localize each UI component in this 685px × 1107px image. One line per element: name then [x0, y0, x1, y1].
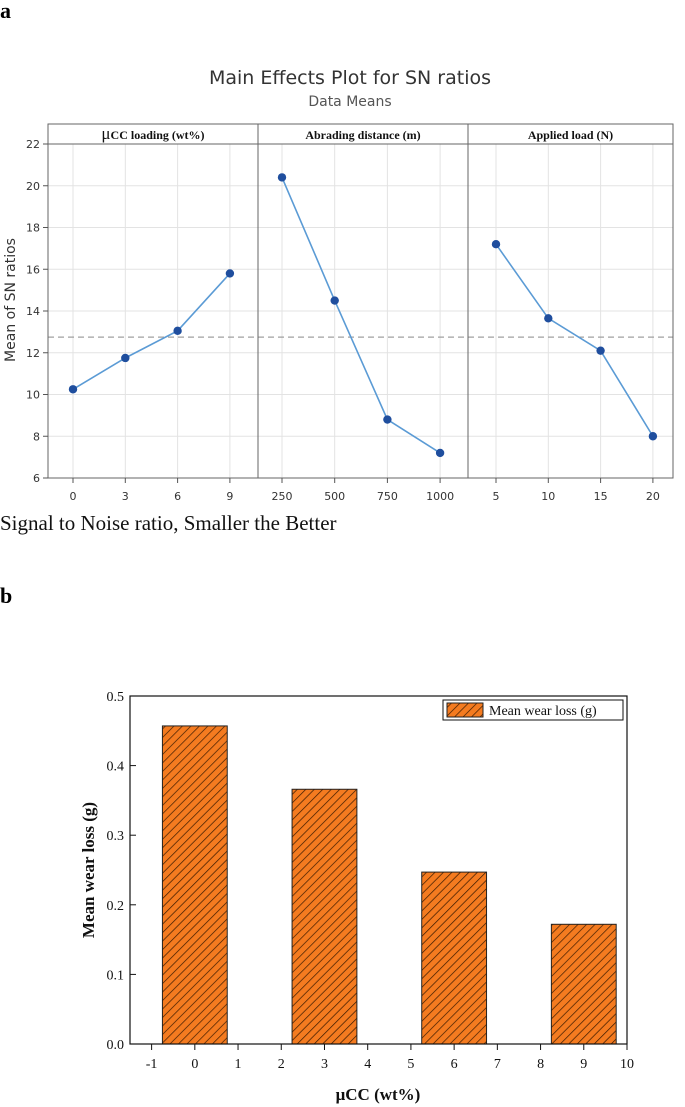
x-tick-label: 500	[324, 490, 345, 503]
data-point	[225, 269, 235, 278]
panel-a-label: a	[0, 0, 11, 23]
series-line	[281, 177, 441, 454]
y-tick-label: 6	[33, 472, 40, 485]
series-line	[72, 272, 231, 390]
legend-swatch	[446, 702, 484, 718]
x-tick-label: 250	[272, 490, 293, 503]
x-tick-label: 20	[646, 490, 660, 503]
y-tick-label: 14	[26, 305, 40, 318]
data-point	[491, 240, 501, 249]
data-point	[121, 353, 130, 363]
data-point	[173, 326, 182, 336]
y-tick-label: 0.3	[107, 829, 125, 844]
x-tick-label: 0	[70, 490, 77, 503]
y-tick-label: 0.0	[107, 1038, 125, 1053]
x-tick-label: 7	[494, 1057, 501, 1072]
x-tick-label: 3	[321, 1057, 328, 1072]
data-point	[596, 346, 605, 355]
panel-header	[467, 123, 674, 145]
bar	[161, 725, 228, 1045]
mean-wear-loss-bar-chart: 0.0 0.1 0.2 0.3 0.4 0.5 -1 0 1 2 3 4 5 6 7 8 9 10 Mean we…	[79, 690, 634, 1104]
y-tick-label: 0.4	[107, 760, 125, 775]
chart-b-legend: Mean wear loss (g)	[442, 699, 624, 721]
y-tick-label: 16	[26, 263, 40, 276]
chart-b-ylabel: Mean wear loss (g)	[79, 802, 98, 938]
x-tick-label: 5	[493, 490, 500, 503]
panel-header-label: μCC loading (wt%)	[101, 124, 204, 143]
x-tick-label: 6	[451, 1057, 458, 1072]
data-point	[330, 296, 339, 305]
x-tick-label: 9	[580, 1057, 587, 1072]
legend-label: Mean wear loss (g)	[489, 704, 597, 719]
x-tick-label: 1000	[426, 490, 454, 503]
x-tick-label: 6	[174, 490, 181, 503]
data-point	[277, 173, 287, 182]
series-line	[495, 243, 654, 437]
chart-a-title: Main Effects Plot for SN ratios	[209, 67, 491, 89]
x-tick-label: 3	[122, 490, 129, 503]
data-point	[544, 314, 553, 323]
bar	[550, 923, 617, 1045]
x-tick-label: 10	[620, 1057, 634, 1072]
x-tick-label: 0	[191, 1057, 198, 1072]
panel-b-label: b	[0, 583, 12, 608]
x-tick-label: 8	[537, 1057, 544, 1072]
x-tick-label: 10	[541, 490, 555, 503]
y-tick-label: 12	[26, 347, 40, 360]
chart-a-ylabel: Mean of SN ratios	[3, 238, 19, 362]
y-tick-label: 0.1	[107, 968, 125, 983]
data-point	[648, 432, 658, 441]
x-tick-label: 9	[226, 490, 233, 503]
chart-a-footer: Signal to Noise ratio, Smaller the Bette…	[0, 511, 337, 535]
data-point	[383, 415, 392, 424]
y-tick-label: 18	[26, 222, 40, 235]
x-tick-label: 4	[364, 1057, 371, 1072]
y-tick-label: 8	[33, 430, 40, 443]
y-tick-label: 10	[26, 389, 40, 402]
chart-a-subtitle: Data Means	[308, 94, 391, 110]
main-effects-plot: Main Effects Plot for SN ratios Data Mea…	[0, 67, 674, 535]
panel-header-label: Applied load (N)	[528, 128, 613, 142]
x-tick-label: 5	[407, 1057, 414, 1072]
x-tick-label: 2	[278, 1057, 285, 1072]
data-point	[435, 448, 445, 458]
x-tick-label: 15	[594, 490, 608, 503]
y-tick-label: 0.5	[107, 690, 125, 705]
data-point	[68, 385, 78, 394]
bar	[421, 871, 488, 1045]
y-tick-label: 0.2	[107, 899, 125, 914]
panel-header-label: Abrading distance (m)	[305, 128, 420, 142]
chart-b-xlabel: μCC (wt%)	[336, 1085, 421, 1104]
x-tick-label: 750	[377, 490, 398, 503]
x-tick-label: -1	[146, 1057, 158, 1072]
bar	[291, 788, 358, 1045]
y-tick-label: 22	[26, 138, 40, 151]
x-tick-label: 1	[235, 1057, 242, 1072]
y-tick-label: 20	[26, 180, 40, 193]
plot-frame	[129, 695, 628, 1045]
legend-box	[442, 699, 624, 721]
